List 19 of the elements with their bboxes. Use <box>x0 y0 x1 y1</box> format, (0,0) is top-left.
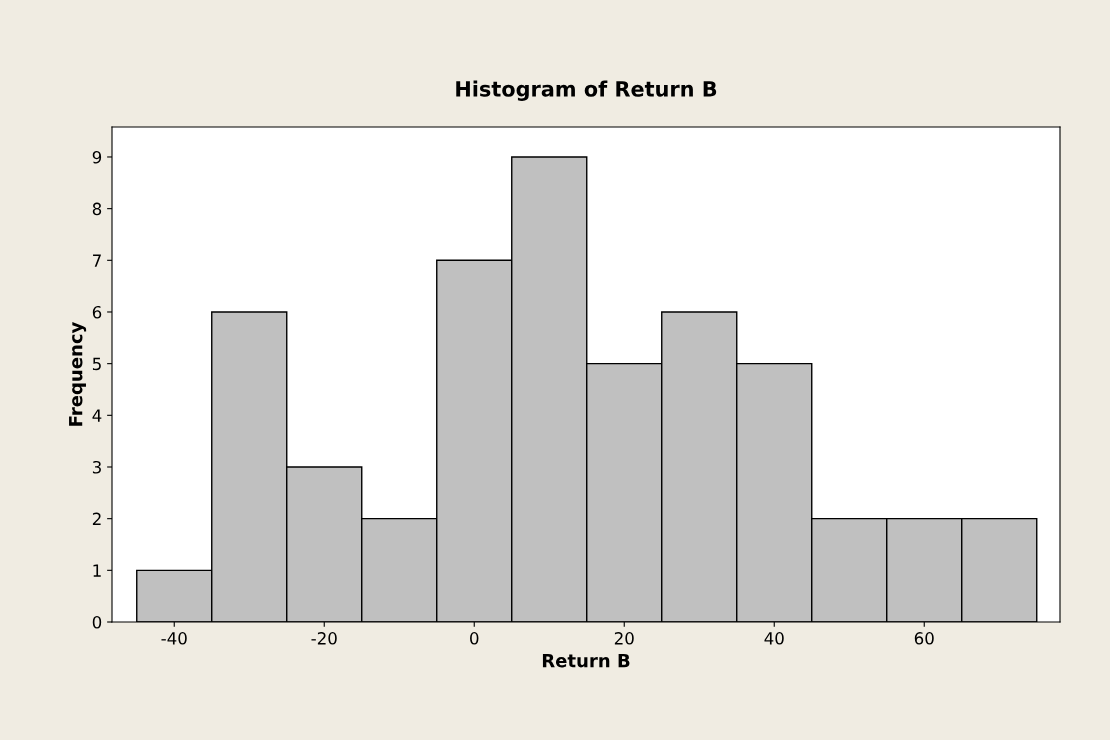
y-tick-label: 6 <box>92 305 102 319</box>
y-tick-label: 0 <box>92 615 102 629</box>
y-tick-label: 4 <box>92 409 102 422</box>
y-tick-label: 2 <box>92 512 101 525</box>
x-tick-label: 40 <box>764 632 784 645</box>
chart-title: Histogram of Return B <box>456 80 717 101</box>
y-tick-label: 1 <box>93 564 101 577</box>
x-tick-label: 60 <box>914 632 934 645</box>
x-tick-label: 20 <box>614 632 634 645</box>
x-tick-label: 0 <box>470 632 479 645</box>
x-tick-label: -40 <box>161 632 187 645</box>
x-axis-title: Return B <box>542 653 630 668</box>
y-tick-label: 9 <box>92 150 102 164</box>
x-tick-label: -20 <box>311 632 337 645</box>
y-tick-label: 8 <box>92 202 102 216</box>
y-tick-label: 7 <box>93 254 101 267</box>
y-axis-title: Frequency <box>69 321 87 426</box>
y-tick-label: 3 <box>92 460 101 474</box>
y-tick-label: 5 <box>92 357 101 371</box>
